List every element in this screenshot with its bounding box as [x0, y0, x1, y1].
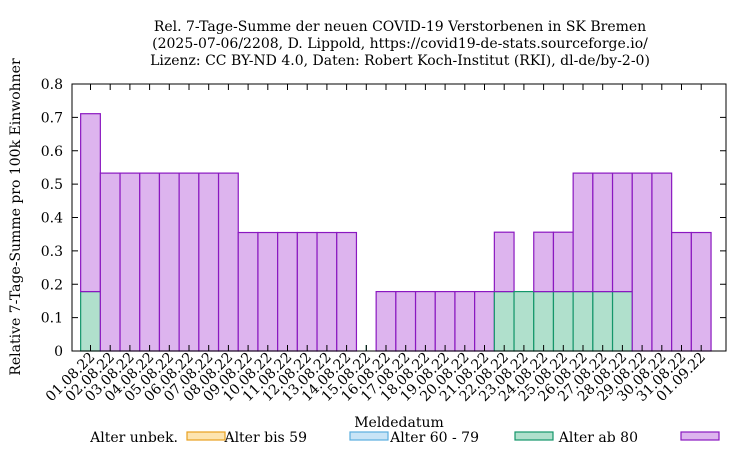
bar-22.08.22-series-3 — [493, 231, 515, 293]
bar-23.08.22-series-2 — [513, 290, 535, 352]
bar-01.09.22-series-3 — [690, 231, 712, 352]
bar-22.08.22-series-2 — [493, 290, 515, 352]
y-tick-label: 0.7 — [41, 110, 63, 126]
bar-09.08.22-series-3 — [237, 231, 259, 352]
chart-title-line-2: (2025-07-06/2208, D. Lippold, https://co… — [152, 36, 648, 52]
y-tick-label: 0.3 — [41, 244, 63, 260]
bar-18.08.22-series-3 — [414, 290, 436, 352]
y-tick-label: 0 — [54, 344, 63, 360]
y-tick-label: 0.5 — [41, 177, 63, 193]
y-tick-label: 0.1 — [41, 311, 63, 327]
legend-label: Alter bis 59 — [223, 430, 307, 446]
bar-28.08.22-series-3 — [611, 172, 633, 293]
legend-label: Alter unbek. — [89, 430, 178, 446]
bar-14.08.22-series-3 — [336, 231, 358, 352]
legend-label: Alter ab 80 — [558, 430, 638, 446]
y-tick-label: 0.6 — [41, 144, 63, 160]
bar-27.08.22-series-3 — [592, 172, 614, 293]
bar-10.08.22-series-3 — [257, 231, 279, 352]
bar-05.08.22-series-3 — [158, 172, 180, 352]
x-axis: 01.08.2202.08.2203.08.2204.08.2205.08.22… — [43, 84, 709, 405]
bar-17.08.22-series-3 — [395, 290, 417, 352]
x-axis-label: Meldedatum — [354, 415, 444, 431]
bar-25.08.22-series-2 — [552, 290, 574, 352]
bar-29.08.22-series-3 — [631, 172, 653, 352]
bar-13.08.22-series-3 — [316, 231, 338, 352]
bar-25.08.22-series-3 — [552, 231, 574, 293]
bar-16.08.22-series-3 — [375, 290, 397, 352]
bar-02.08.22-series-3 — [99, 172, 121, 352]
legend-swatch — [349, 431, 389, 441]
bar-08.08.22-series-3 — [217, 172, 239, 352]
bar-01.08.22-series-2 — [80, 290, 101, 352]
bar-20.08.22-series-3 — [454, 290, 476, 352]
y-tick-label: 0.8 — [41, 77, 63, 93]
y-tick-label: 0.4 — [41, 211, 63, 227]
bar-04.08.22-series-3 — [139, 172, 161, 352]
chart-title-line-3: Lizenz: CC BY-ND 4.0, Daten: Robert Koch… — [150, 53, 650, 69]
legend-swatch — [186, 431, 226, 441]
bar-21.08.22-series-3 — [474, 290, 495, 352]
chart-title: Rel. 7-Tage-Summe der neuen COVID-19 Ver… — [150, 19, 650, 69]
y-axis: 0 0.1 0.2 0.3 0.4 0.5 0.6 0.7 0.8 — [41, 77, 726, 360]
bar-26.08.22-series-2 — [572, 290, 594, 352]
chart-title-line-1: Rel. 7-Tage-Summe der neuen COVID-19 Ver… — [154, 19, 646, 35]
bar-12.08.22-series-3 — [296, 231, 318, 352]
bars — [80, 113, 712, 352]
legend: Alter unbek. Alter bis 59 Alter 60 - 79 Alt… — [89, 430, 720, 446]
bar-28.08.22-series-2 — [611, 290, 633, 352]
bar-01.08.22-series-3 — [80, 113, 101, 293]
y-axis-label: Relative 7-Tage-Summe pro 100k Einwohner — [8, 58, 24, 376]
bar-06.08.22-series-3 — [178, 172, 200, 352]
legend-swatch — [680, 431, 720, 441]
bar-27.08.22-series-2 — [592, 290, 614, 352]
bar-24.08.22-series-2 — [533, 290, 555, 352]
bar-30.08.22-series-3 — [651, 172, 673, 352]
legend-label: Alter 60 - 79 — [389, 430, 479, 446]
bar-26.08.22-series-3 — [572, 172, 594, 293]
bar-24.08.22-series-3 — [533, 231, 555, 293]
bar-11.08.22-series-3 — [277, 231, 298, 352]
bar-19.08.22-series-3 — [434, 290, 456, 352]
legend-swatch — [514, 431, 554, 441]
bar-07.08.22-series-3 — [198, 172, 220, 352]
bar-31.08.22-series-3 — [671, 231, 692, 352]
bar-03.08.22-series-3 — [119, 172, 141, 352]
y-tick-label: 0.2 — [41, 277, 63, 293]
